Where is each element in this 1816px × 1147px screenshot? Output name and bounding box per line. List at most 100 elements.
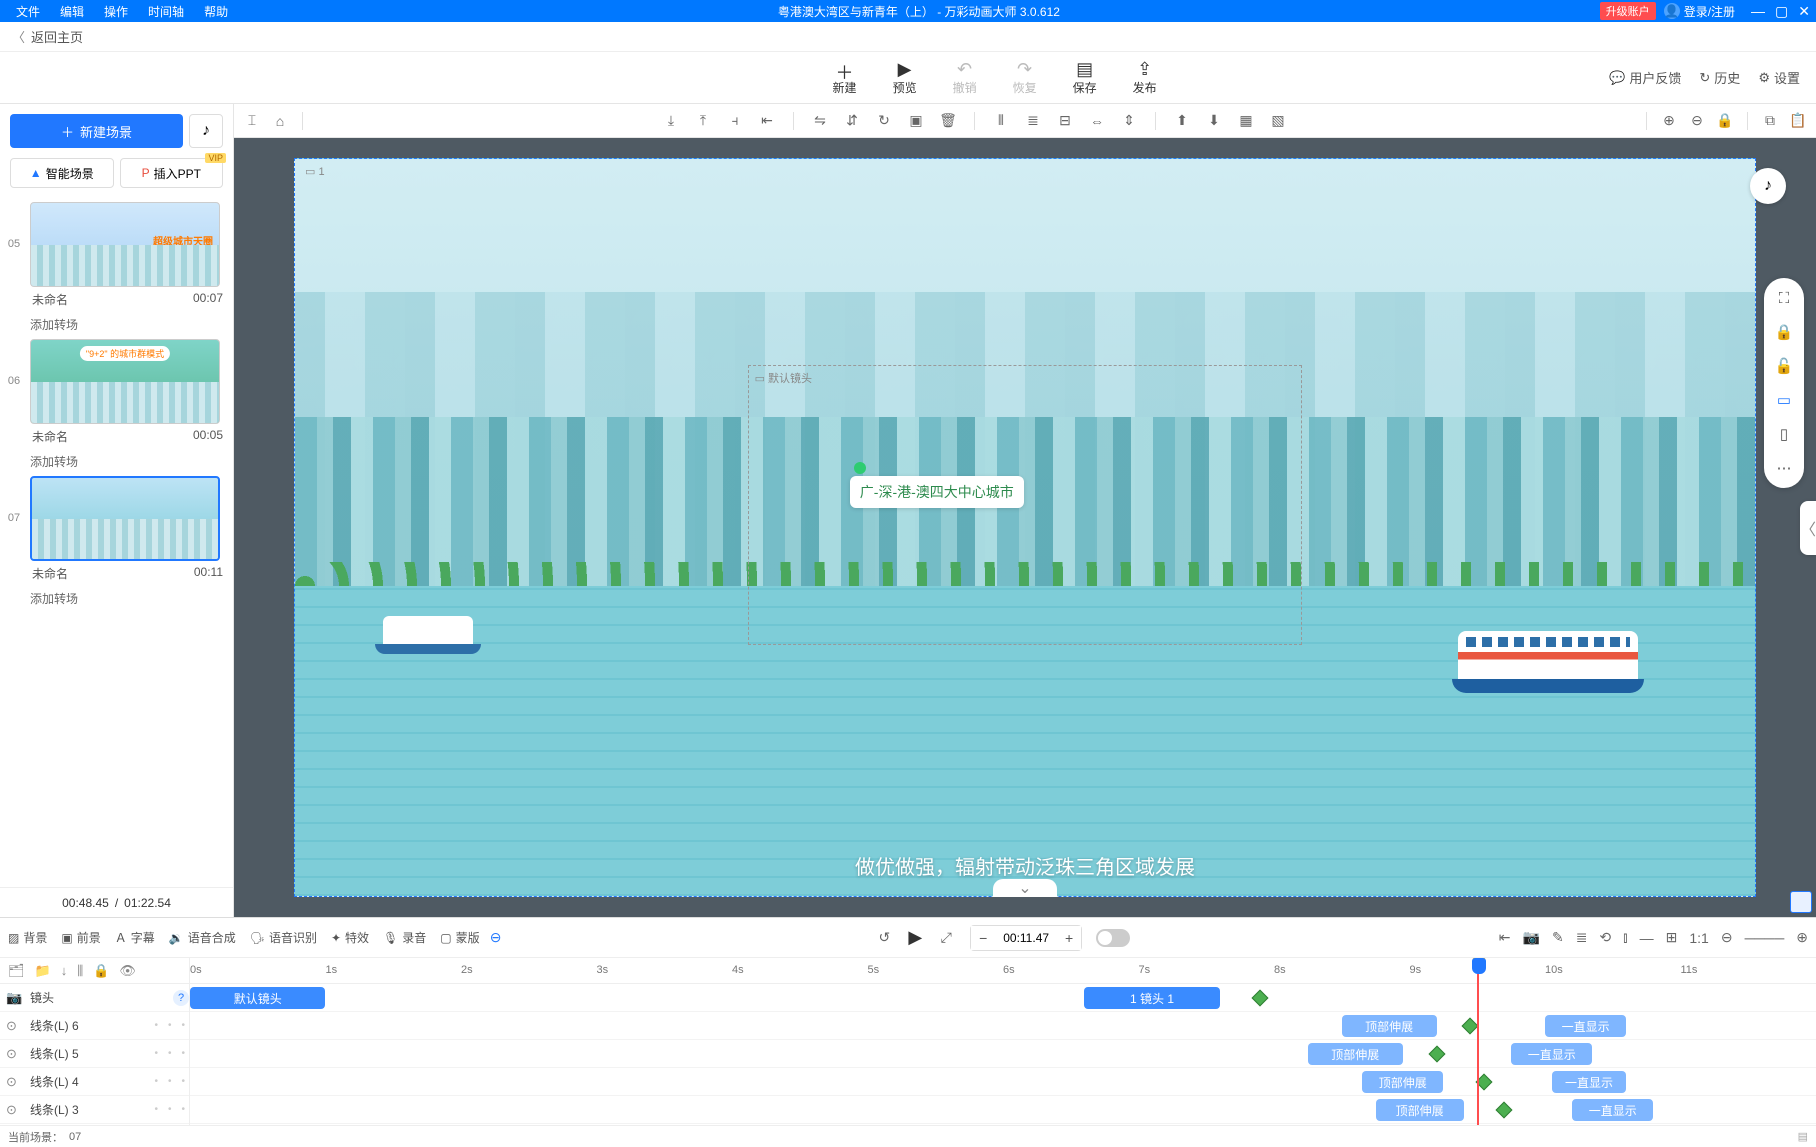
- scene-item-05[interactable]: 05 超级城市天圈 未命名 00:07: [4, 202, 225, 310]
- timeline-tab-特效[interactable]: ✦特效: [331, 929, 369, 946]
- time-plus-button[interactable]: +: [1057, 926, 1081, 950]
- timeline-right-icon-10[interactable]: ────: [1745, 930, 1785, 946]
- scene-list[interactable]: 05 超级城市天圈 未命名 00:07 添加转场 06 "9+2" 的城市群模式: [0, 196, 233, 887]
- add-transition-button[interactable]: 添加转场: [30, 316, 225, 333]
- flip-v-icon[interactable]: ⇵: [842, 111, 862, 131]
- float-tool-2[interactable]: 🔓: [1774, 356, 1794, 376]
- fullscreen-icon[interactable]: ⤢: [936, 928, 956, 948]
- maximize-button[interactable]: ▢: [1775, 3, 1788, 20]
- float-music-button[interactable]: ♪: [1750, 168, 1786, 204]
- bgm-button[interactable]: ♪: [189, 114, 223, 148]
- track-4[interactable]: 顶部伸展一直显示: [190, 1096, 1816, 1124]
- lock-icon[interactable]: 🔒: [1715, 111, 1735, 131]
- collapse-icon[interactable]: ⊖: [486, 928, 506, 948]
- left-head-icon-3[interactable]: ⫼: [77, 963, 83, 979]
- scene-thumbnail[interactable]: "9+2" 的城市群模式: [30, 339, 220, 424]
- callout-bubble[interactable]: 广-深-港-澳四大中心城市: [850, 476, 1024, 508]
- crop-icon[interactable]: ▣: [906, 111, 926, 131]
- text-tool-icon[interactable]: ⌶: [242, 111, 262, 131]
- add-transition-button[interactable]: 添加转场: [30, 590, 225, 607]
- float-tool-1[interactable]: 🔒: [1774, 322, 1794, 342]
- copy-icon[interactable]: ⧉: [1760, 111, 1780, 131]
- help-icon[interactable]: ?: [173, 990, 189, 1006]
- left-head-icon-0[interactable]: 🗂: [8, 963, 25, 979]
- delete-icon[interactable]: 🗑: [938, 111, 958, 131]
- track-0[interactable]: 默认镜头 1 镜头 1: [190, 984, 1816, 1012]
- flip-h-icon[interactable]: ⇋: [810, 111, 830, 131]
- paste-icon[interactable]: 📋: [1788, 111, 1808, 131]
- scene-item-07[interactable]: 07 未命名 00:11: [4, 476, 225, 584]
- minimize-button[interactable]: —: [1751, 3, 1765, 20]
- menu-1[interactable]: 编辑: [50, 3, 94, 20]
- bring-front-icon[interactable]: ⬆: [1172, 111, 1192, 131]
- timeline-right-icon-2[interactable]: ✎: [1552, 929, 1564, 946]
- timeline-right-icon-8[interactable]: 1:1: [1689, 930, 1708, 946]
- float-tool-0[interactable]: ⛶: [1774, 288, 1794, 308]
- boat-small[interactable]: [383, 616, 473, 646]
- left-head-icon-5[interactable]: 👁: [119, 963, 136, 979]
- align-bottom-icon[interactable]: ⤓: [661, 111, 681, 131]
- align-top-icon[interactable]: ⤒: [693, 111, 713, 131]
- scene-thumbnail[interactable]: 超级城市天圈: [30, 202, 220, 287]
- track-1[interactable]: 顶部伸展一直显示: [190, 1012, 1816, 1040]
- expand-down-button[interactable]: ⌄: [993, 879, 1057, 897]
- send-back-icon[interactable]: ⬇: [1204, 111, 1224, 131]
- timeline-tab-录音[interactable]: 🎙录音: [383, 929, 426, 946]
- track-label-4[interactable]: ⊙线条(L) 3•••: [0, 1096, 189, 1124]
- track-label-3[interactable]: ⊙线条(L) 4•••: [0, 1068, 189, 1096]
- default-camera-box[interactable]: ▭ 默认镜头: [748, 365, 1303, 645]
- timeline-right-icon-4[interactable]: ⟲: [1599, 929, 1611, 946]
- step-back-icon[interactable]: ↺: [874, 928, 894, 948]
- toolbar-预览[interactable]: ▶预览: [893, 59, 917, 96]
- float-tool-4[interactable]: ▯: [1774, 424, 1794, 444]
- timeline-right-icon-5[interactable]: ⫾: [1623, 929, 1627, 946]
- clip[interactable]: 1 镜头 1: [1084, 987, 1219, 1009]
- subtitle-text[interactable]: 做优做强，辐射带动泛珠三角区域发展: [295, 851, 1755, 880]
- clip[interactable]: 顶部伸展: [1376, 1099, 1464, 1121]
- spacing-v-icon[interactable]: ⇕: [1119, 111, 1139, 131]
- left-head-icon-1[interactable]: 📁: [35, 963, 51, 979]
- align-left-icon[interactable]: ⇤: [757, 111, 777, 131]
- clip[interactable]: 顶部伸展: [1362, 1071, 1443, 1093]
- toolbar-right-用户反馈[interactable]: 💬用户反馈: [1609, 68, 1681, 87]
- timeline-tab-语音识别[interactable]: 🗣语音识别: [250, 929, 317, 946]
- menu-3[interactable]: 时间轴: [138, 3, 194, 20]
- clip[interactable]: 默认镜头: [190, 987, 325, 1009]
- smart-scene-button[interactable]: ▲ 智能场景: [10, 158, 114, 188]
- add-transition-button[interactable]: 添加转场: [30, 453, 225, 470]
- timeline-tab-语音合成[interactable]: 🔉语音合成: [169, 929, 236, 946]
- timeline-tab-背景[interactable]: ▨背景: [8, 929, 47, 946]
- toolbar-right-设置[interactable]: ⚙设置: [1758, 68, 1800, 87]
- menu-4[interactable]: 帮助: [194, 3, 238, 20]
- playhead-knob[interactable]: [1472, 958, 1486, 974]
- keyframe-diamond[interactable]: [1496, 1102, 1513, 1119]
- align-center-icon[interactable]: ⊟: [1055, 111, 1075, 131]
- group-icon[interactable]: ▦: [1236, 111, 1256, 131]
- timeline-right-icon-1[interactable]: 📷: [1523, 929, 1540, 946]
- timeline-tab-字幕[interactable]: Ａ字幕: [115, 929, 155, 946]
- timeline-tracks[interactable]: 0s1s2s3s4s5s6s7s8s9s10s11s12s 默认镜头1 镜头 1…: [190, 958, 1816, 1125]
- login-button[interactable]: 👤 登录/注册: [1664, 3, 1735, 20]
- upgrade-button[interactable]: 升级账户: [1600, 2, 1656, 20]
- playhead[interactable]: V: [1477, 958, 1479, 1125]
- toolbar-新建[interactable]: ＋新建: [833, 59, 857, 96]
- track-label-1[interactable]: ⊙线条(L) 6•••: [0, 1012, 189, 1040]
- ungroup-icon[interactable]: ▧: [1268, 111, 1288, 131]
- snap-toggle[interactable]: [1096, 929, 1130, 947]
- clip[interactable]: 一直显示: [1545, 1015, 1626, 1037]
- stage[interactable]: ▭ 1 ▭ 默认镜头: [294, 158, 1756, 897]
- clip[interactable]: 一直显示: [1511, 1043, 1592, 1065]
- footer-icon[interactable]: ▤: [1798, 1130, 1808, 1143]
- track-label-2[interactable]: ⊙线条(L) 5•••: [0, 1040, 189, 1068]
- scene-thumbnail[interactable]: [30, 476, 220, 561]
- left-head-icon-2[interactable]: ↓: [61, 963, 68, 978]
- float-tool-3[interactable]: ▭: [1774, 390, 1794, 410]
- menu-0[interactable]: 文件: [6, 3, 50, 20]
- clip[interactable]: 一直显示: [1552, 1071, 1627, 1093]
- canvas-area[interactable]: ▭ 1 ▭ 默认镜头: [234, 138, 1816, 917]
- rotate-icon[interactable]: ↻: [874, 111, 894, 131]
- track-label-0[interactable]: 📷镜头?: [0, 984, 189, 1012]
- distribute-h-icon[interactable]: ⫴: [991, 111, 1011, 131]
- left-head-icon-4[interactable]: 🔒: [93, 963, 109, 979]
- ferry[interactable]: [1458, 631, 1638, 683]
